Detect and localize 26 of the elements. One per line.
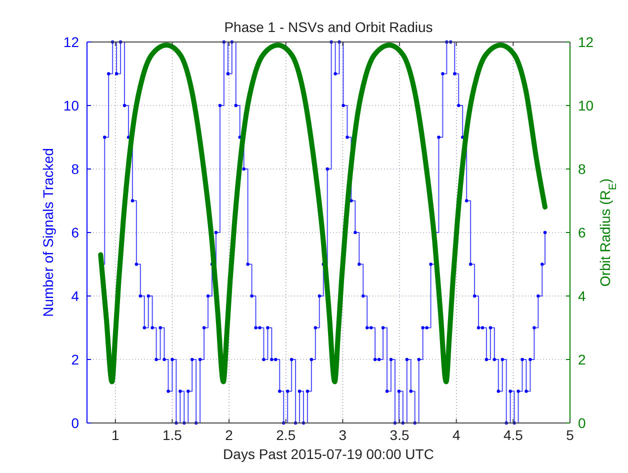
x-tick-label: 1 — [112, 427, 120, 443]
x-tick-label: 5 — [566, 427, 574, 443]
x-tick-label: 2 — [225, 427, 234, 443]
y2-tick-label: 2 — [578, 352, 586, 368]
y2-tick-label: 10 — [578, 98, 594, 114]
x-axis-title: Days Past 2015-07-19 00:00 UTC — [223, 446, 434, 462]
x-tick-label: 2.5 — [276, 427, 296, 443]
y-tick-label: 6 — [71, 224, 80, 240]
x-tick-label: 1.5 — [162, 427, 182, 443]
y2-tick-label: 12 — [578, 34, 594, 50]
y-tick-label: 12 — [63, 34, 80, 50]
y2-tick-label: 4 — [578, 288, 586, 304]
x-tick-label: 4.5 — [503, 427, 524, 443]
y-axis-title: Number of Signals Tracked — [40, 148, 56, 317]
x-tick-label: 3.5 — [390, 427, 410, 443]
y2-tick-label: 6 — [578, 224, 586, 240]
x-tick-label: 4 — [452, 427, 460, 443]
x-tick-label: 3 — [338, 427, 347, 443]
y2-tick-label: 8 — [578, 161, 586, 177]
chart-title: Phase 1 - NSVs and Orbit Radius — [224, 19, 433, 35]
y-tick-label: 4 — [71, 288, 80, 304]
y-tick-label: 10 — [63, 98, 80, 114]
y-tick-label: 0 — [71, 415, 80, 431]
y-tick-label: 8 — [71, 161, 80, 177]
y2-tick-label: 0 — [578, 415, 586, 431]
y-tick-label: 2 — [71, 352, 80, 368]
